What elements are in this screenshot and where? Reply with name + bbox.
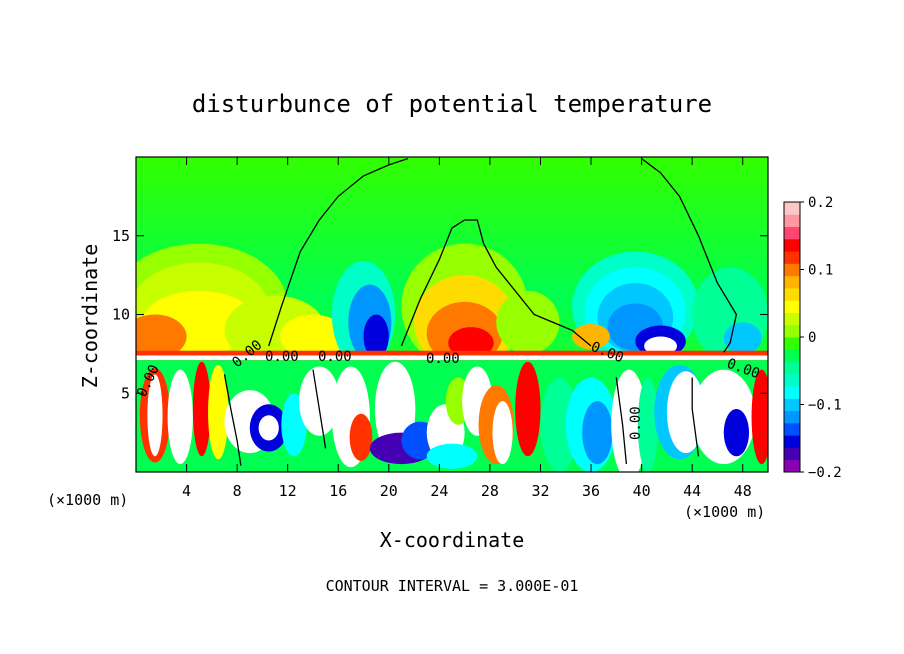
y-axis-ticks: 5 10 15	[112, 227, 768, 402]
lower-blob	[611, 369, 647, 472]
field-blob	[363, 314, 389, 359]
field-blob	[496, 290, 560, 354]
lower-blob	[637, 377, 659, 472]
temperature-field	[136, 243, 768, 472]
colorbar-swatch	[784, 373, 800, 387]
x-unit-label-right: (×1000 m)	[684, 503, 765, 521]
contour-lines	[223, 157, 738, 466]
x-tick-label: 48	[734, 482, 752, 500]
y-tick-label: 15	[112, 227, 130, 245]
lower-blob	[167, 369, 193, 465]
contour-interval-note: CONTOUR INTERVAL = 3.000E-01	[326, 577, 579, 595]
x-tick-label: 12	[279, 482, 297, 500]
plot-area	[136, 157, 768, 472]
colorbar-swatch	[784, 287, 800, 301]
colorbar-swatch	[784, 238, 800, 252]
colorbar-swatch	[784, 447, 800, 461]
colorbar-swatch	[784, 422, 800, 436]
colorbar-swatch	[784, 361, 800, 375]
lower-blob	[192, 361, 211, 457]
lower-blob	[515, 361, 541, 457]
colorbar-swatch	[784, 459, 800, 473]
lower-blob	[723, 409, 750, 457]
lower-blob	[299, 366, 340, 436]
field-blob	[280, 314, 346, 359]
x-tick-label: 32	[531, 482, 549, 500]
field-blob	[572, 323, 610, 350]
x-tick-label: 24	[430, 482, 448, 500]
colorbar-swatch	[784, 251, 800, 264]
contour-label: 0.00	[628, 406, 644, 440]
colorbar-swatch	[784, 275, 800, 289]
x-tick-label: 20	[380, 482, 398, 500]
x-unit-label: (×1000 m)	[47, 491, 128, 509]
x-tick-label: 40	[633, 482, 651, 500]
colorbar-swatch	[784, 337, 800, 350]
colorbar-tick-label: −0.1	[808, 398, 842, 414]
field-blob	[136, 314, 187, 359]
contour-label: 0.00	[318, 349, 352, 365]
colorbar-swatch	[784, 398, 800, 412]
colorbar-swatch	[784, 410, 800, 424]
boundary-band	[136, 355, 768, 361]
lower-blob	[208, 364, 229, 460]
lower-blob	[692, 369, 756, 465]
x-tick-label: 16	[329, 482, 347, 500]
colorbar-swatch	[784, 202, 800, 215]
colorbar-swatch	[784, 312, 800, 326]
colorbar-swatch	[784, 300, 800, 313]
colorbar-tick-label: 0.1	[808, 263, 833, 279]
contour-line	[641, 158, 738, 353]
contour-line	[691, 377, 700, 457]
lower-blob	[751, 369, 768, 465]
x-axis-label: X-coordinate	[380, 528, 525, 552]
x-axis-ticks: 4 8 12 16 20 24 28 32 36 40 44 48	[182, 157, 752, 500]
contour-line	[615, 377, 628, 465]
colorbar-swatch	[784, 214, 800, 228]
x-tick-label: 36	[582, 482, 600, 500]
lower-blob	[582, 401, 613, 465]
lower-blob	[492, 401, 513, 465]
field-blob	[723, 322, 762, 354]
chart-title: disturbunce of potential temperature	[192, 90, 712, 118]
colorbar-tick-label: −0.2	[808, 465, 842, 481]
colorbar-tick-label: 0	[808, 330, 816, 346]
contour-label: 0.00	[426, 351, 460, 367]
x-tick-label: 28	[481, 482, 499, 500]
lower-blob	[147, 374, 163, 457]
lower-blob	[426, 443, 478, 469]
x-tick-label: 44	[683, 482, 701, 500]
y-axis-label: Z-coordinate	[78, 244, 102, 389]
colorbar	[784, 202, 800, 473]
contour-line	[312, 369, 327, 449]
x-tick-label: 4	[182, 482, 191, 500]
contour-line	[223, 374, 242, 466]
colorbar-swatch	[784, 226, 800, 240]
colorbar-swatch	[784, 435, 800, 448]
colorbar-swatch	[784, 324, 800, 338]
colorbar-swatch	[784, 349, 800, 363]
contour-label: 0.00	[265, 349, 299, 365]
colorbar-swatch	[784, 386, 800, 399]
y-tick-label: 10	[112, 306, 130, 324]
contour-line	[268, 157, 409, 347]
lower-blob	[349, 413, 373, 461]
x-tick-label: 8	[233, 482, 242, 500]
contour-line	[400, 219, 592, 347]
colorbar-tick-label: 0.2	[808, 195, 833, 211]
lower-blob	[540, 377, 579, 472]
colorbar-swatch	[784, 263, 800, 277]
colorbar-ticks: 0.2 0.1 0 −0.1 −0.2	[800, 195, 842, 481]
field-blob	[644, 336, 677, 356]
lower-blob	[258, 415, 279, 441]
y-tick-label: 5	[121, 384, 130, 402]
